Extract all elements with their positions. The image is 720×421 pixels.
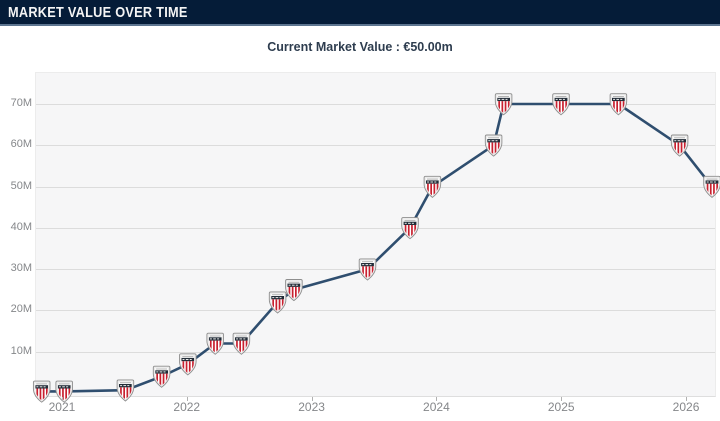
market-value-chart-svg xyxy=(36,73,717,398)
current-market-value-text: Current Market Value : €50.00m xyxy=(267,40,453,54)
x-axis-tick-label: 2022 xyxy=(173,400,201,414)
x-axis-tick xyxy=(436,397,438,401)
gridline xyxy=(36,351,715,353)
y-axis-tick-label: 20M xyxy=(10,303,32,316)
data-point-marker[interactable] xyxy=(704,176,720,197)
data-point-marker[interactable] xyxy=(359,259,376,280)
market-value-line xyxy=(40,102,714,393)
data-point-marker[interactable] xyxy=(610,94,627,115)
x-axis-tick xyxy=(186,397,188,401)
data-point-marker[interactable] xyxy=(286,280,303,301)
data-point-marker[interactable] xyxy=(495,94,512,115)
data-point-marker[interactable] xyxy=(180,354,197,375)
chart-plot-area xyxy=(35,72,716,397)
x-axis-tick-label: 2025 xyxy=(547,400,575,414)
y-axis-tick-label: 10M xyxy=(10,344,32,357)
y-axis-tick-label: 60M xyxy=(10,138,32,151)
gridline xyxy=(36,310,715,312)
x-axis-tick-label: 2024 xyxy=(423,400,450,414)
gridline xyxy=(36,103,715,105)
x-axis-tick-label: 2026 xyxy=(672,400,700,414)
data-point-marker[interactable] xyxy=(153,366,170,387)
data-point-marker[interactable] xyxy=(117,380,134,401)
data-point-marker[interactable] xyxy=(402,218,419,239)
gridline xyxy=(36,186,715,188)
section-title: MARKET VALUE OVER TIME xyxy=(8,3,188,21)
data-point-marker[interactable] xyxy=(233,333,250,354)
y-axis-tick-label: 40M xyxy=(10,220,32,233)
x-axis-tick xyxy=(686,397,688,401)
x-axis-tick xyxy=(311,397,313,401)
gridline xyxy=(36,227,715,229)
x-axis-tick-label: 2021 xyxy=(48,400,76,414)
x-axis-tick xyxy=(61,397,63,401)
y-axis-tick-label: 70M xyxy=(10,96,32,109)
y-axis-tick-label: 50M xyxy=(10,179,32,192)
section-header: MARKET VALUE OVER TIME xyxy=(0,0,720,26)
data-point-marker[interactable] xyxy=(553,94,570,115)
data-point-marker[interactable] xyxy=(424,176,441,197)
x-axis-tick xyxy=(561,397,563,401)
data-point-marker[interactable] xyxy=(207,333,224,354)
gridline xyxy=(36,145,715,147)
x-axis-tick-label: 2023 xyxy=(298,400,325,414)
data-point-marker[interactable] xyxy=(485,135,502,156)
y-axis-tick-label: 30M xyxy=(10,262,32,275)
